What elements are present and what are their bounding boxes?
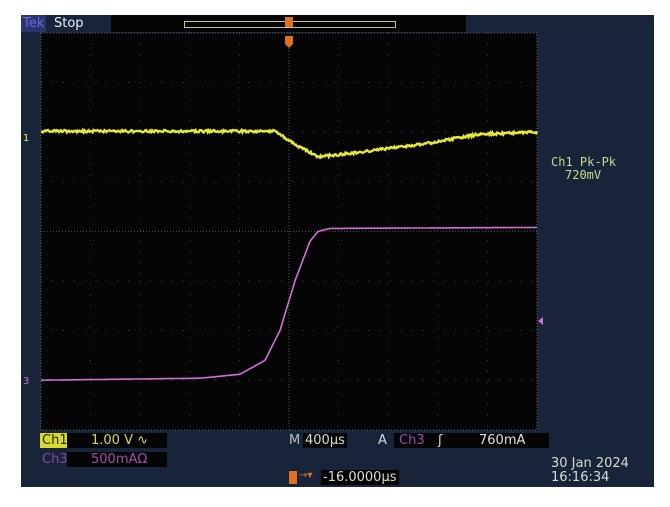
ac-coupling-icon: ∿ [137,433,148,448]
termination-icon: Ω [137,452,147,467]
ch1-label[interactable]: Ch1 [40,433,70,448]
horizontal-position[interactable]: -16.0000µs [321,470,399,485]
trigger-label: A [378,433,387,448]
ch1-scale[interactable]: 1.00 V ∿ [67,433,167,448]
ch3-scale[interactable]: 500mAΩ [67,452,167,467]
ground-marker-ch1: 1 [23,133,29,144]
ch1-scale-value: 1.00 V [91,433,133,448]
time: 16:16:34 [551,470,609,485]
timebase-value[interactable]: 400µs [303,433,347,448]
measurement-label: Ch1 Pk-Pk [551,155,616,169]
date: 30 Jan 2024 [551,456,629,471]
rising-edge-icon: ʃ [438,433,442,448]
timebase-label: M [289,433,300,448]
measurement-value: 720mV [565,168,601,182]
trigger-offset-arrow-icon: →▾ [299,470,312,481]
record-trigger-marker-icon [285,17,293,27]
trigger-level-marker-icon [538,317,543,325]
trigger-source: Ch3 [399,433,425,448]
ch3-scale-value: 500mA [91,452,137,467]
ch3-label[interactable]: Ch3 [40,452,70,467]
ground-marker-ch3: 3 [23,376,29,387]
oscilloscope-screen: Tek Stop 13 Ch1 Pk-Pk 720mV Ch1 1.00 V ∿… [21,15,654,487]
waveform-plot: 13 [21,15,654,487]
trigger-position-marker-icon: T [289,471,297,484]
trigger-level: 760mA [479,433,525,448]
